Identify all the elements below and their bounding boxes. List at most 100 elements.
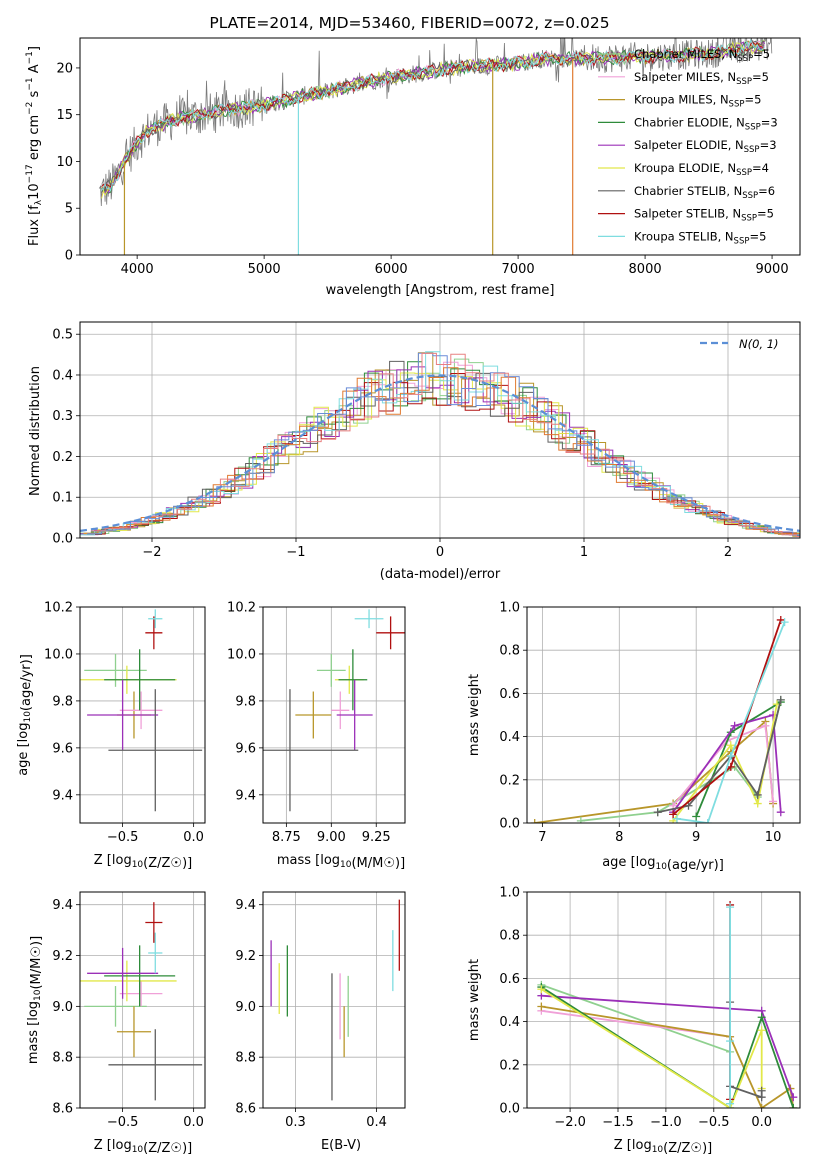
x-tick-label: 7000	[502, 262, 535, 277]
y-tick-label: 9.6	[235, 741, 256, 756]
x-tick-label: 0.0	[183, 1115, 204, 1130]
x-tick-label: 0.3	[285, 1115, 306, 1130]
y-tick-label: 1.0	[499, 601, 520, 616]
x-tick-label: 9000	[756, 262, 789, 277]
weight-line	[541, 984, 731, 1053]
x-tick-label: −1	[286, 545, 305, 560]
y-tick-label: 9.8	[52, 694, 73, 709]
x-tick-label: 9	[692, 830, 700, 845]
weight-marker	[753, 799, 762, 808]
x-tick-label: 7	[538, 830, 546, 845]
legend-entry: Salpeter MILES, NSSP=5	[634, 70, 769, 87]
axes-frame	[79, 37, 801, 256]
x-tick-label: 8.75	[272, 830, 301, 845]
x-tick-label: −0.5	[698, 1115, 730, 1130]
legend-entry: Kroupa ELODIE, NSSP=4	[634, 161, 769, 178]
x-tick-label: −2	[142, 545, 161, 560]
y-tick-label: 0.2	[499, 773, 520, 788]
weight-marker	[757, 1086, 766, 1095]
y-tick-label: 0.5	[52, 328, 73, 343]
x-tick-label: 1	[580, 545, 588, 560]
weight-marker	[726, 741, 735, 750]
weight-marker	[726, 1037, 735, 1046]
x-tick-label: 0.4	[366, 1115, 387, 1130]
weight-marker	[537, 1002, 546, 1011]
y-axis-label: Normed distribution	[28, 366, 43, 496]
y-tick-label: 0.4	[499, 1015, 520, 1030]
y-tick-label: 20	[56, 61, 73, 76]
residual-histogram	[90, 352, 800, 537]
y-tick-label: 9.4	[52, 788, 73, 803]
y-tick-label: 1.0	[499, 886, 520, 901]
legend-entry: Chabrier MILES, NSSP=5	[634, 47, 770, 64]
weight-marker	[780, 618, 789, 627]
y-tick-label: 10.0	[44, 647, 73, 662]
weight-marker	[692, 812, 701, 821]
plot-area	[80, 351, 800, 537]
y-tick-label: 15	[56, 108, 73, 123]
age-vs-mass-panel: 8.75 9.00 9.25 9.4 9.6 9.8 10.0 10.2 mass [log10…	[227, 601, 406, 871]
x-axis-label: Z [log10(Z/Z☉)]	[614, 1138, 712, 1156]
weight-marker	[769, 711, 778, 719]
x-axis-label: E(B-V)	[321, 1138, 361, 1153]
gaussian-reference-curve	[80, 374, 800, 532]
mass-weight-vs-age-panel: 7 8 9 10 0.0 0.2 0.4 0.6 0.8 1.0 age [log10(age/yr…	[467, 601, 801, 873]
y-tick-label: 0.1	[52, 491, 73, 506]
weight-marker	[776, 808, 785, 817]
x-tick-label: −2.0	[554, 1115, 586, 1130]
legend-entry: Chabrier ELODIE, NSSP=3	[634, 115, 778, 132]
plot-area	[80, 902, 203, 1101]
plot-area	[270, 899, 400, 1101]
weight-line	[672, 713, 782, 813]
weight-marker	[726, 752, 735, 761]
axes-frame	[79, 321, 801, 539]
weight-marker	[726, 762, 735, 771]
weight-marker	[530, 819, 539, 823]
y-tick-label: 9.0	[52, 1000, 73, 1015]
y-tick-label: 0.6	[499, 687, 520, 702]
y-tick-label: 9.4	[235, 898, 256, 913]
y-tick-label: 9.4	[235, 788, 256, 803]
y-tick-label: 0.0	[52, 532, 73, 547]
plot-area	[98, 38, 773, 255]
y-tick-label: 10.0	[227, 647, 256, 662]
x-tick-label: 8000	[629, 262, 662, 277]
x-tick-label: 0.0	[183, 830, 204, 845]
y-tick-label: 9.2	[235, 949, 256, 964]
axes-frame	[262, 891, 406, 1109]
x-tick-label: 4000	[121, 262, 154, 277]
weight-marker	[726, 903, 735, 912]
y-tick-label: 9.2	[52, 949, 73, 964]
weight-marker	[537, 985, 546, 994]
x-tick-label: −1.0	[650, 1115, 682, 1130]
x-tick-label: −0.5	[107, 1115, 139, 1130]
legend-entry: Chabrier STELIB, NSSP=6	[634, 184, 775, 201]
residual-histogram	[87, 352, 800, 536]
axes-frame	[262, 606, 406, 824]
weight-marker	[653, 808, 662, 817]
y-tick-label: 0.0	[499, 817, 520, 832]
y-tick-label: 5	[65, 202, 73, 217]
y-tick-label: 0.2	[52, 450, 73, 465]
weight-line	[540, 988, 763, 1108]
axes-frame	[526, 891, 801, 1109]
y-tick-label: 10	[56, 155, 73, 170]
weight-marker	[789, 1104, 798, 1108]
y-tick-label: 0.6	[499, 972, 520, 987]
y-tick-label: 0.2	[499, 1058, 520, 1073]
x-axis-label: age [log10(age/yr)]	[602, 855, 724, 873]
x-tick-label: −1.5	[602, 1115, 634, 1130]
model-spectrum	[101, 40, 766, 197]
y-tick-label: 9.8	[235, 694, 256, 709]
x-tick-label: 8	[615, 830, 623, 845]
x-tick-label: 5000	[248, 262, 281, 277]
weight-marker	[684, 801, 693, 810]
y-tick-label: 8.6	[52, 1102, 73, 1117]
y-tick-label: 8.8	[52, 1051, 73, 1066]
weight-marker	[726, 1099, 735, 1108]
y-tick-label: 9.4	[52, 898, 73, 913]
y-tick-label: 0	[65, 249, 73, 264]
mass-weight-vs-metallicity-panel: −2.0 −1.5 −1.0 −0.5 0.0 0.0 0.2 0.4 0.6 0.8 1.0 Z […	[467, 886, 801, 1156]
weight-line	[676, 621, 786, 823]
axes-frame	[79, 606, 206, 824]
